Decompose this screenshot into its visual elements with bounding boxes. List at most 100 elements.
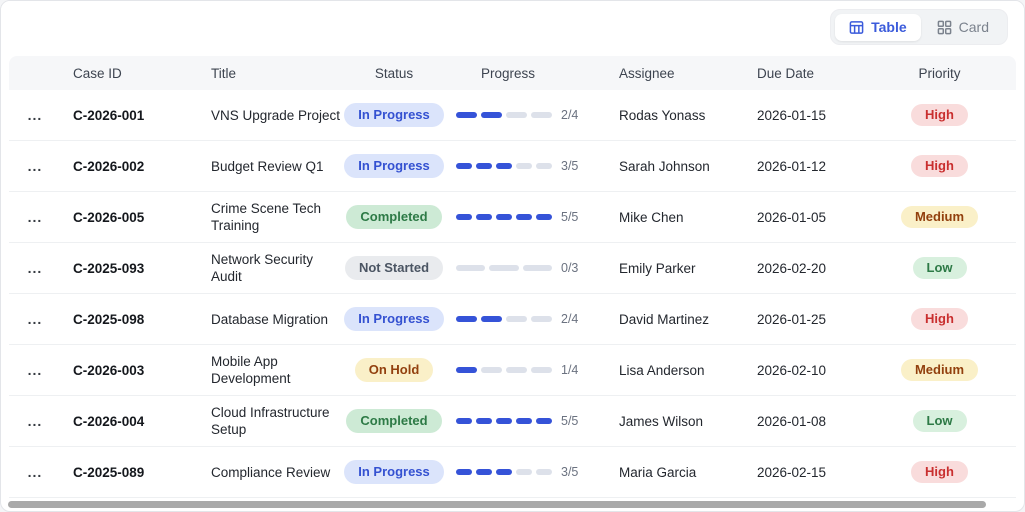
- row-menu-button[interactable]: ...: [27, 158, 43, 174]
- case-id-cell: C-2026-003: [73, 362, 145, 378]
- case-id-cell: C-2025-089: [73, 464, 145, 480]
- table-icon: [849, 20, 864, 35]
- progress-segment: [481, 367, 502, 373]
- priority-cell: High: [863, 104, 1016, 126]
- case-id-cell: C-2026-002: [73, 158, 145, 174]
- progress-segment: [456, 112, 477, 118]
- progress-segment: [516, 418, 532, 424]
- due-date-cell: 2026-02-10: [757, 362, 827, 378]
- priority-badge: High: [911, 104, 968, 126]
- row-menu-button[interactable]: ...: [27, 413, 43, 429]
- due-date-cell: 2026-02-15: [757, 464, 827, 480]
- due-date-cell: 2026-01-12: [757, 158, 827, 174]
- status-cell: In Progress: [341, 307, 447, 331]
- case-id-cell: C-2026-004: [73, 413, 145, 429]
- row-menu-button[interactable]: ...: [27, 107, 43, 123]
- progress-segment: [506, 367, 527, 373]
- progress-label: 5/5: [561, 414, 579, 428]
- progress-bar: [456, 316, 552, 322]
- progress-label: 2/4: [561, 312, 579, 326]
- assignee-cell: Maria Garcia: [619, 464, 697, 480]
- column-header-status: Status: [374, 65, 414, 81]
- column-header-priority: Priority: [918, 65, 961, 81]
- table-body: ... C-2026-001 VNS Upgrade Project In Pr…: [9, 90, 1016, 498]
- status-cell: Completed: [341, 409, 447, 433]
- priority-cell: Low: [863, 257, 1016, 279]
- assignee-cell: James Wilson: [619, 413, 704, 429]
- table-header-row: Case ID Title Status Progress Assignee D…: [9, 56, 1016, 90]
- progress-cell: 2/4: [447, 108, 607, 122]
- progress-segment: [536, 469, 552, 475]
- progress-segment: [536, 418, 552, 424]
- priority-badge: High: [911, 155, 968, 177]
- progress-segment: [531, 367, 552, 373]
- case-id-cell: C-2025-093: [73, 260, 145, 276]
- table-view-button[interactable]: Table: [835, 13, 921, 41]
- status-cell: On Hold: [341, 358, 447, 382]
- due-date-cell: 2026-01-05: [757, 209, 827, 225]
- progress-segment: [496, 163, 512, 169]
- title-cell: Cloud Infrastructure Setup: [211, 405, 330, 437]
- column-header-title: Title: [211, 65, 237, 81]
- column-header-progress: Progress: [481, 65, 536, 81]
- progress-label: 2/4: [561, 108, 579, 122]
- row-menu-button[interactable]: ...: [27, 362, 43, 378]
- progress-segment: [531, 316, 552, 322]
- progress-bar: [456, 112, 552, 118]
- priority-badge: Low: [912, 257, 967, 279]
- row-menu-button[interactable]: ...: [27, 209, 43, 225]
- progress-bar: [456, 418, 552, 424]
- priority-cell: High: [863, 155, 1016, 177]
- title-cell: Mobile App Development: [211, 354, 291, 386]
- table-row: ... C-2026-003 Mobile App Development On…: [9, 345, 1016, 396]
- progress-cell: 5/5: [447, 414, 607, 428]
- table-row: ... C-2025-089 Compliance Review In Prog…: [9, 447, 1016, 498]
- case-id-cell: C-2025-098: [73, 311, 145, 327]
- priority-cell: High: [863, 461, 1016, 483]
- progress-cell: 2/4: [447, 312, 607, 326]
- toolbar: Table Card: [1, 1, 1024, 56]
- status-badge: Completed: [346, 205, 442, 229]
- table-view-label: Table: [871, 19, 907, 35]
- table-row: ... C-2025-093 Network Security Audit No…: [9, 243, 1016, 294]
- table-row: ... C-2026-001 VNS Upgrade Project In Pr…: [9, 90, 1016, 141]
- title-cell: Compliance Review: [211, 464, 331, 480]
- status-cell: Completed: [341, 205, 447, 229]
- card-view-button[interactable]: Card: [923, 14, 1003, 41]
- progress-cell: 0/3: [447, 261, 607, 275]
- row-menu-button[interactable]: ...: [27, 311, 43, 327]
- progress-bar: [456, 367, 552, 373]
- assignee-cell: Emily Parker: [619, 260, 696, 276]
- status-cell: In Progress: [341, 154, 447, 178]
- status-cell: In Progress: [341, 103, 447, 127]
- due-date-cell: 2026-01-08: [757, 413, 827, 429]
- horizontal-scrollbar[interactable]: [3, 500, 1022, 510]
- scrollbar-thumb[interactable]: [8, 501, 986, 508]
- status-cell: In Progress: [341, 460, 447, 484]
- progress-segment: [522, 265, 552, 271]
- row-menu-button[interactable]: ...: [27, 464, 43, 480]
- progress-segment: [496, 469, 512, 475]
- assignee-cell: Sarah Johnson: [619, 158, 710, 174]
- progress-segment: [516, 163, 532, 169]
- progress-segment: [456, 265, 486, 271]
- progress-segment: [481, 112, 502, 118]
- progress-segment: [456, 469, 472, 475]
- title-cell: VNS Upgrade Project: [211, 107, 341, 123]
- case-id-cell: C-2026-001: [73, 107, 145, 123]
- progress-segment: [496, 418, 512, 424]
- table-row: ... C-2026-004 Cloud Infrastructure Setu…: [9, 396, 1016, 447]
- progress-segment: [476, 214, 492, 220]
- row-menu-button[interactable]: ...: [27, 260, 43, 276]
- priority-cell: Medium: [863, 206, 1016, 228]
- progress-segment: [456, 316, 477, 322]
- progress-cell: 3/5: [447, 159, 607, 173]
- due-date-cell: 2026-01-25: [757, 311, 827, 327]
- priority-badge: High: [911, 461, 968, 483]
- cases-table: Case ID Title Status Progress Assignee D…: [9, 56, 1016, 498]
- progress-segment: [516, 214, 532, 220]
- progress-bar: [456, 265, 552, 271]
- assignee-cell: Lisa Anderson: [619, 362, 705, 378]
- status-badge: In Progress: [344, 103, 444, 127]
